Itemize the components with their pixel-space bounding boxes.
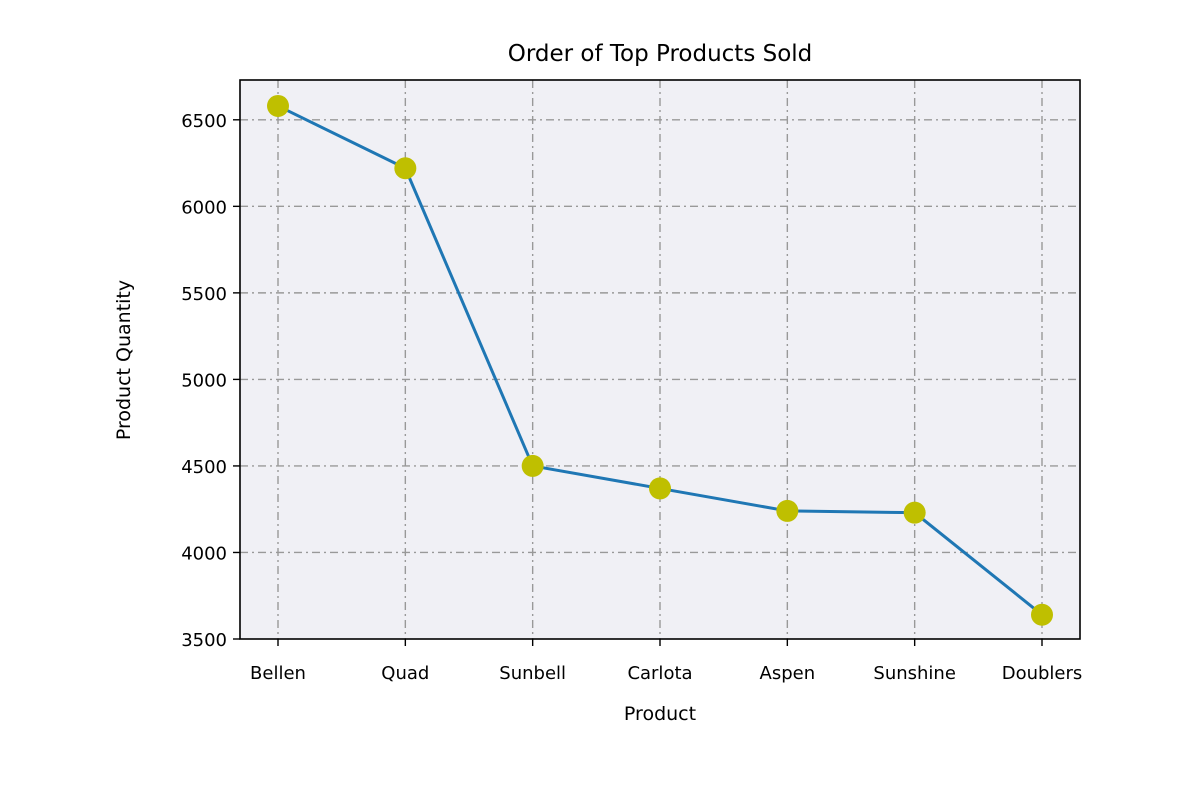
y-tick-label: 6500 xyxy=(181,111,227,132)
x-axis-ticks: Bellen Quad Sunbell Carlota Aspen Sunshine Dou… xyxy=(250,639,1082,684)
y-tick-label: 6000 xyxy=(181,197,227,218)
x-tick-label: Quad xyxy=(381,663,429,684)
series-layer xyxy=(267,94,1053,626)
data-points xyxy=(267,94,1053,626)
data-point xyxy=(394,157,417,180)
data-point xyxy=(1031,603,1053,626)
grid xyxy=(240,80,1080,639)
y-tick-label: 4000 xyxy=(181,543,227,564)
x-tick-label: Carlota xyxy=(627,663,692,684)
y-tick-label: 5000 xyxy=(181,370,227,391)
x-tick-label: Doublers xyxy=(1002,663,1083,684)
y-tick-label: 3500 xyxy=(181,630,227,651)
x-tick-label: Sunshine xyxy=(873,663,956,684)
x-axis-label: Product xyxy=(624,703,696,725)
y-tick-label: 4500 xyxy=(181,457,227,478)
x-tick-label: Bellen xyxy=(250,663,306,684)
data-point xyxy=(649,477,671,500)
x-tick-label: Aspen xyxy=(760,663,816,684)
data-point xyxy=(521,454,544,477)
data-point xyxy=(903,501,926,524)
y-tick-label: 5500 xyxy=(181,284,227,305)
x-tick-label: Sunbell xyxy=(499,663,566,684)
data-point xyxy=(267,94,289,117)
y-axis-ticks: 3500 4000 4500 5000 5500 6000 6500 xyxy=(181,111,240,651)
y-axis-label: Product Quantity xyxy=(113,280,135,440)
data-point xyxy=(776,499,799,522)
chart-title: Order of Top Products Sold xyxy=(508,41,813,67)
